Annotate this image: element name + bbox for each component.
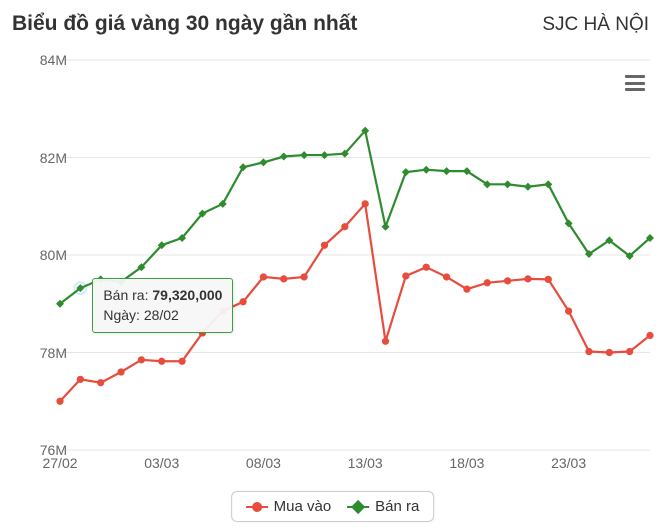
legend-label: Bán ra (375, 498, 419, 515)
y-tick-label: 80M (17, 247, 67, 263)
x-tick-label: 27/02 (42, 455, 77, 471)
tooltip-date-label: Ngày (103, 307, 136, 323)
legend-item-mua-vao[interactable]: Mua vào (246, 498, 332, 515)
y-tick-label: 78M (17, 345, 67, 361)
chart-container: Biểu đồ giá vàng 30 ngày gần nhất SJC HÀ… (0, 0, 665, 530)
legend-item-ban-ra[interactable]: Bán ra (347, 498, 419, 515)
tooltip-series-label: Bán ra (103, 287, 144, 303)
legend-marker-circle-icon (246, 500, 268, 514)
tooltip-date: 28/02 (144, 307, 179, 323)
x-tick-label: 13/03 (348, 455, 383, 471)
chart-svg (60, 60, 650, 450)
x-tick-label: 08/03 (246, 455, 281, 471)
x-tick-label: 18/03 (449, 455, 484, 471)
y-tick-label: 84M (17, 52, 67, 68)
chart-legend: Mua vào Bán ra (231, 491, 435, 522)
chart-tooltip: Bán ra: 79,320,000 Ngày: 28/02 (92, 278, 233, 333)
x-tick-label: 23/03 (551, 455, 586, 471)
tooltip-value: 79,320,000 (152, 287, 222, 303)
legend-marker-diamond-icon (347, 500, 369, 514)
plot-area (60, 60, 650, 450)
chart-header: Biểu đồ giá vàng 30 ngày gần nhất SJC HÀ… (0, 0, 665, 44)
x-tick-label: 03/03 (144, 455, 179, 471)
y-tick-label: 82M (17, 150, 67, 166)
legend-label: Mua vào (274, 498, 332, 515)
chart-subtitle: SJC HÀ NỘI (542, 14, 649, 36)
chart-title: Biểu đồ giá vàng 30 ngày gần nhất (12, 12, 357, 36)
